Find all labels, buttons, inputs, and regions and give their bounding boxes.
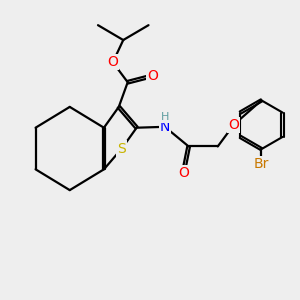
Text: O: O bbox=[148, 69, 158, 83]
Text: O: O bbox=[178, 166, 189, 180]
Text: Br: Br bbox=[254, 157, 269, 171]
Text: H: H bbox=[161, 112, 169, 122]
Text: O: O bbox=[228, 118, 239, 132]
Text: N: N bbox=[160, 120, 170, 134]
Text: S: S bbox=[117, 142, 126, 155]
Text: O: O bbox=[107, 55, 118, 69]
